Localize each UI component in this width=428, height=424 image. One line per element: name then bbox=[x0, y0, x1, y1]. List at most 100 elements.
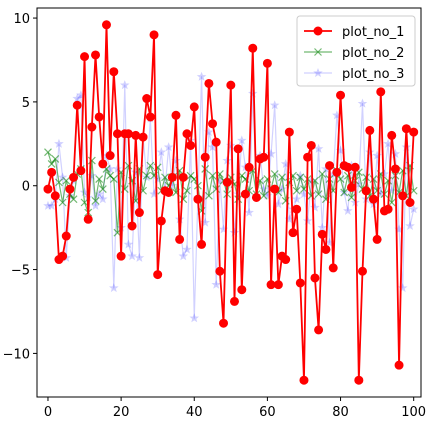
data-point-plot_no_1 bbox=[365, 125, 375, 135]
data-point-plot_no_1 bbox=[350, 162, 360, 172]
x-tick-label: 40 bbox=[186, 405, 203, 420]
data-point-plot_no_3 bbox=[247, 88, 258, 98]
data-point-plot_no_2 bbox=[314, 190, 323, 199]
legend-label: plot_no_1 bbox=[342, 25, 404, 40]
data-point-plot_no_1 bbox=[281, 255, 291, 265]
data-point-plot_no_3 bbox=[211, 279, 221, 289]
legend-label: plot_no_2 bbox=[342, 46, 404, 61]
data-point-plot_no_1 bbox=[87, 122, 97, 132]
data-point-plot_no_2 bbox=[292, 186, 301, 195]
data-point-plot_no_3 bbox=[178, 251, 189, 261]
data-point-plot_no_1 bbox=[288, 228, 298, 238]
data-point-plot_no_1 bbox=[80, 52, 90, 62]
x-axis: 0 20 40 60 80 100 bbox=[44, 397, 426, 420]
data-point-plot_no_1 bbox=[259, 152, 269, 162]
data-point-plot_no_1 bbox=[127, 221, 137, 231]
data-point-plot_no_1 bbox=[149, 30, 159, 40]
data-point-plot_no_3 bbox=[94, 189, 104, 199]
data-point-plot_no_3 bbox=[372, 150, 382, 160]
data-point-plot_no_1 bbox=[409, 127, 419, 137]
data-point-plot_no_3 bbox=[357, 98, 368, 108]
data-point-plot_no_3 bbox=[46, 200, 57, 210]
legend-entry-plot_no_2: plot_no_2 bbox=[304, 46, 404, 61]
data-point-plot_no_1 bbox=[178, 172, 188, 182]
data-point-plot_no_3 bbox=[229, 227, 240, 237]
data-point-plot_no_2 bbox=[124, 161, 133, 170]
legend-box bbox=[296, 15, 416, 87]
data-point-plot_no_1 bbox=[240, 189, 250, 199]
data-point-plot_no_1 bbox=[47, 167, 57, 177]
data-point-plot_no_3 bbox=[134, 252, 145, 262]
data-point-plot_no_2 bbox=[208, 171, 217, 180]
data-point-plot_no_3 bbox=[405, 220, 415, 231]
data-point-plot_no_1 bbox=[112, 129, 122, 139]
data-point-plot_no_1 bbox=[226, 80, 236, 90]
y-axis: −10 −5 0 5 10 bbox=[3, 12, 37, 362]
data-point-plot_no_1 bbox=[390, 164, 400, 174]
y-tick-label: 10 bbox=[13, 12, 30, 27]
data-point-plot_no_1 bbox=[189, 102, 199, 112]
data-point-plot_no_1 bbox=[69, 172, 79, 182]
x-tick-label: 0 bbox=[44, 405, 52, 420]
data-point-plot_no_1 bbox=[167, 172, 177, 182]
data-point-plot_no_2 bbox=[69, 195, 78, 204]
data-point-plot_no_3 bbox=[258, 184, 269, 194]
data-point-plot_no_1 bbox=[328, 263, 338, 273]
data-point-plot_no_3 bbox=[72, 93, 83, 103]
data-point-plot_no_1 bbox=[43, 184, 53, 194]
data-point-plot_no_2 bbox=[259, 191, 268, 200]
data-point-plot_no_2 bbox=[183, 186, 191, 195]
data-point-plot_no_2 bbox=[340, 188, 349, 197]
data-point-plot_no_2 bbox=[98, 185, 107, 194]
x-tick-label: 80 bbox=[332, 405, 349, 420]
data-point-plot_no_3 bbox=[43, 200, 53, 210]
y-tick-label: 5 bbox=[22, 96, 30, 111]
data-point-plot_no_3 bbox=[163, 142, 174, 152]
data-point-plot_no_1 bbox=[98, 159, 108, 169]
data-point-plot_no_2 bbox=[62, 176, 71, 185]
data-point-plot_no_3 bbox=[317, 222, 328, 232]
data-point-plot_no_3 bbox=[244, 207, 254, 217]
data-point-plot_no_1 bbox=[383, 204, 393, 214]
data-point-plot_no_1 bbox=[193, 194, 203, 204]
data-point-plot_no_1 bbox=[317, 229, 327, 239]
data-point-plot_no_1 bbox=[197, 239, 207, 249]
legend-entry-plot_no_3: plot_no_3 bbox=[304, 67, 404, 82]
data-point-plot_no_2 bbox=[373, 186, 382, 195]
data-point-plot_no_1 bbox=[401, 124, 411, 134]
data-point-plot_no_1 bbox=[145, 112, 155, 122]
data-point-plot_no_3 bbox=[123, 239, 134, 249]
data-point-plot_no_2 bbox=[44, 148, 52, 157]
data-point-plot_no_2 bbox=[318, 170, 327, 178]
data-point-plot_no_2 bbox=[347, 193, 356, 202]
data-point-plot_no_1 bbox=[303, 152, 313, 162]
data-point-plot_no_3 bbox=[310, 202, 320, 212]
data-point-plot_no_1 bbox=[109, 67, 119, 77]
data-point-plot_no_3 bbox=[269, 100, 280, 110]
data-point-plot_no_1 bbox=[332, 167, 342, 177]
data-point-plot_no_1 bbox=[219, 318, 229, 328]
data-point-plot_no_1 bbox=[175, 234, 185, 244]
x-tick-label: 100 bbox=[401, 405, 426, 420]
data-point-plot_no_1 bbox=[354, 375, 364, 385]
data-point-plot_no_1 bbox=[142, 94, 152, 104]
data-point-plot_no_2 bbox=[278, 173, 286, 182]
data-point-plot_no_1 bbox=[299, 375, 309, 385]
data-point-plot_no_1 bbox=[222, 177, 232, 187]
data-point-plot_no_3 bbox=[98, 194, 108, 204]
data-point-plot_no_3 bbox=[54, 138, 64, 148]
data-point-plot_no_1 bbox=[368, 194, 378, 204]
data-point-plot_no_2 bbox=[369, 175, 378, 183]
data-point-plot_no_1 bbox=[91, 50, 101, 60]
data-point-plot_no_2 bbox=[296, 173, 305, 182]
y-tick-label: 0 bbox=[22, 180, 30, 195]
data-point-plot_no_2 bbox=[270, 170, 279, 178]
legend-swatch-marker bbox=[313, 67, 323, 78]
data-point-plot_no_2 bbox=[142, 171, 151, 180]
data-point-plot_no_1 bbox=[357, 266, 367, 276]
data-point-plot_no_3 bbox=[156, 147, 167, 157]
data-point-plot_no_1 bbox=[76, 166, 86, 176]
data-point-plot_no_1 bbox=[372, 234, 382, 244]
data-point-plot_no_1 bbox=[248, 43, 258, 53]
